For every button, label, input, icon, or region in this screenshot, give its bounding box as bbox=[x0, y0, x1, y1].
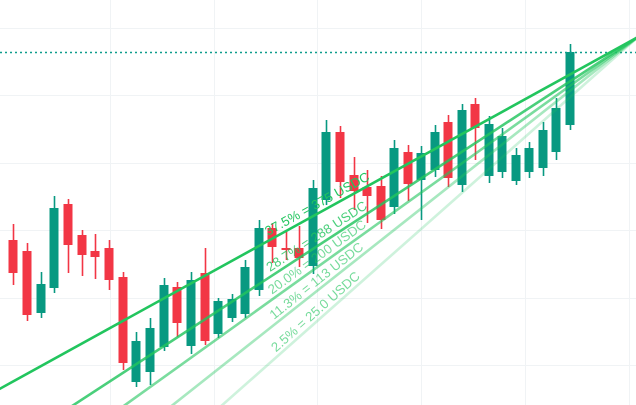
candle[interactable] bbox=[159, 278, 169, 351]
candle-body bbox=[443, 122, 453, 178]
candle-body bbox=[484, 124, 494, 176]
candle-body bbox=[22, 251, 32, 315]
candle-body bbox=[389, 148, 399, 207]
candle-body bbox=[524, 148, 534, 172]
fan-lines bbox=[0, 36, 636, 405]
candle-series bbox=[8, 44, 575, 387]
candle[interactable] bbox=[63, 199, 73, 273]
candle[interactable] bbox=[200, 248, 210, 345]
candle[interactable] bbox=[470, 98, 480, 160]
candle-body bbox=[131, 341, 141, 382]
candle-body bbox=[362, 187, 372, 196]
fan-line[interactable] bbox=[0, 36, 636, 392]
fan-line[interactable] bbox=[150, 36, 636, 405]
candle[interactable] bbox=[484, 116, 494, 183]
candle-body bbox=[497, 136, 507, 172]
candle[interactable] bbox=[551, 98, 561, 160]
candle-body bbox=[8, 240, 18, 273]
candle[interactable] bbox=[240, 260, 250, 318]
fan-line[interactable] bbox=[202, 37, 636, 405]
fan-line[interactable] bbox=[100, 36, 636, 405]
candle-body bbox=[227, 299, 237, 318]
candle-body bbox=[240, 267, 250, 314]
candle[interactable] bbox=[227, 294, 237, 322]
candle-body bbox=[77, 235, 87, 255]
candle[interactable] bbox=[77, 230, 87, 276]
candle[interactable] bbox=[524, 142, 534, 178]
candle-body bbox=[63, 204, 73, 245]
candle-body bbox=[335, 132, 345, 182]
candle[interactable] bbox=[389, 140, 399, 214]
candle-body bbox=[36, 284, 46, 313]
candle-body bbox=[200, 273, 210, 341]
candle-body bbox=[376, 186, 386, 220]
candle[interactable] bbox=[186, 272, 196, 354]
candle[interactable] bbox=[335, 126, 345, 198]
candle-body bbox=[565, 52, 575, 125]
candle-body bbox=[159, 285, 169, 347]
candle-body bbox=[321, 132, 331, 200]
candle-body bbox=[281, 248, 291, 250]
candle-body bbox=[186, 280, 196, 346]
candle-body bbox=[538, 130, 548, 168]
candle-body bbox=[470, 104, 480, 128]
candle-body bbox=[104, 248, 114, 280]
candle[interactable] bbox=[104, 240, 114, 290]
candle[interactable] bbox=[281, 231, 291, 260]
candle-body bbox=[416, 153, 426, 180]
candle[interactable] bbox=[349, 157, 359, 210]
candle-body bbox=[403, 152, 413, 184]
candle-body bbox=[430, 132, 440, 170]
candle-body bbox=[457, 110, 467, 185]
candle[interactable] bbox=[308, 180, 318, 274]
candle[interactable] bbox=[294, 226, 304, 267]
candle[interactable] bbox=[511, 148, 521, 185]
candle[interactable] bbox=[457, 104, 467, 192]
candle-body bbox=[511, 155, 521, 181]
candle-body bbox=[172, 287, 182, 323]
candle[interactable] bbox=[403, 145, 413, 201]
candle[interactable] bbox=[213, 298, 223, 338]
candle[interactable] bbox=[36, 272, 46, 318]
candle[interactable] bbox=[8, 224, 18, 285]
candle-body bbox=[308, 188, 318, 266]
candle-body bbox=[49, 208, 59, 288]
candle-body bbox=[349, 175, 359, 191]
fan-line[interactable] bbox=[46, 36, 636, 405]
candle-body bbox=[254, 228, 264, 290]
candle[interactable] bbox=[131, 332, 141, 387]
candle[interactable] bbox=[497, 128, 507, 178]
candle[interactable] bbox=[22, 243, 32, 321]
candle[interactable] bbox=[416, 146, 426, 220]
candle[interactable] bbox=[49, 196, 59, 293]
candle-body bbox=[145, 328, 155, 372]
candle[interactable] bbox=[321, 120, 331, 205]
candle[interactable] bbox=[443, 115, 453, 187]
candle-body bbox=[551, 108, 561, 152]
candle-body bbox=[90, 251, 100, 257]
candle-body bbox=[213, 301, 223, 334]
candle[interactable] bbox=[145, 318, 155, 385]
candle[interactable] bbox=[90, 234, 100, 279]
candle[interactable] bbox=[538, 122, 548, 176]
candle-body bbox=[294, 248, 304, 258]
